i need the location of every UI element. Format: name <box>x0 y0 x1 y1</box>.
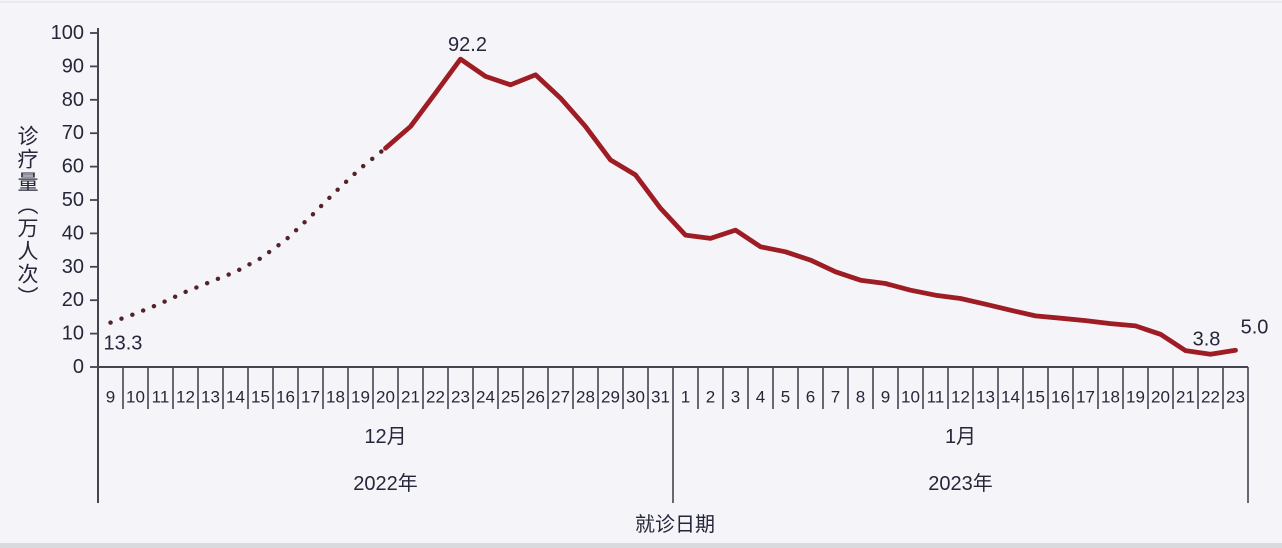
x-date-label: 6 <box>806 388 815 407</box>
x-date-label: 24 <box>476 388 495 407</box>
x-date-label: 5 <box>781 388 790 407</box>
y-tick-label: 50 <box>62 189 84 211</box>
x-date-label: 30 <box>626 388 645 407</box>
x-date-label: 20 <box>376 388 395 407</box>
x-date-label: 15 <box>1026 388 1045 407</box>
x-date-label: 7 <box>831 388 840 407</box>
x-date-label: 22 <box>1201 388 1220 407</box>
y-axis-title: 诊疗量（万人次） <box>15 125 38 309</box>
y-tick-label: 30 <box>62 256 84 278</box>
x-date-label: 4 <box>756 388 765 407</box>
x-date-label: 19 <box>1126 388 1145 407</box>
x-date-label: 14 <box>226 388 245 407</box>
data-label: 3.8 <box>1193 328 1221 350</box>
x-date-label: 21 <box>401 388 420 407</box>
x-date-label: 16 <box>1051 388 1070 407</box>
x-date-label: 3 <box>731 388 740 407</box>
x-date-label: 31 <box>651 388 670 407</box>
y-tick-label: 100 <box>51 22 84 44</box>
series-line-solid <box>383 56 1238 357</box>
y-tick-label: 0 <box>73 356 84 378</box>
x-date-label: 27 <box>551 388 570 407</box>
screenshot-top-edge <box>0 1 1282 3</box>
x-date-label: 22 <box>426 388 445 407</box>
x-date-label: 9 <box>106 388 115 407</box>
x-date-label: 1 <box>681 388 690 407</box>
x-date-label: 11 <box>927 388 945 407</box>
y-tick-label: 80 <box>62 89 84 111</box>
x-date-label: 26 <box>526 388 545 407</box>
month-label: 1月 <box>945 426 976 448</box>
x-date-label: 19 <box>351 388 370 407</box>
y-tick-label: 40 <box>62 222 84 244</box>
x-date-label: 2 <box>706 388 715 407</box>
x-date-label: 10 <box>126 388 145 407</box>
x-date-label: 23 <box>1226 388 1245 407</box>
x-date-label: 17 <box>301 388 320 407</box>
y-tick-label: 60 <box>62 156 84 178</box>
x-date-label: 20 <box>1151 388 1170 407</box>
y-tick-label: 70 <box>62 122 84 144</box>
x-date-label: 12 <box>176 388 195 407</box>
x-date-label: 17 <box>1076 388 1095 407</box>
screenshot-bottom-edge <box>0 543 1282 548</box>
data-label: 13.3 <box>104 333 143 355</box>
x-axis-title: 就诊日期 <box>635 513 715 536</box>
x-date-label: 14 <box>1001 388 1020 407</box>
x-date-label: 18 <box>1101 388 1120 407</box>
x-date-label: 9 <box>881 388 890 407</box>
x-date-label: 10 <box>901 388 920 407</box>
x-date-label: 13 <box>201 388 220 407</box>
x-date-label: 23 <box>451 388 470 407</box>
year-label: 2023年 <box>928 472 993 495</box>
y-tick-label: 90 <box>62 55 84 77</box>
y-tick-label: 10 <box>62 323 84 345</box>
x-date-label: 15 <box>251 388 270 407</box>
data-label: 5.0 <box>1241 316 1269 338</box>
x-date-label: 16 <box>276 388 295 407</box>
x-date-label: 21 <box>1176 388 1195 407</box>
x-date-label: 8 <box>856 388 865 407</box>
x-date-label: 11 <box>152 388 170 407</box>
x-date-label: 18 <box>326 388 345 407</box>
x-date-label: 13 <box>976 388 995 407</box>
year-label: 2022年 <box>353 472 418 495</box>
data-label: 92.2 <box>448 34 487 56</box>
x-date-label: 12 <box>951 388 970 407</box>
x-date-label: 29 <box>601 388 620 407</box>
x-date-label: 28 <box>576 388 595 407</box>
month-label: 12月 <box>364 426 406 448</box>
x-date-label: 25 <box>501 388 520 407</box>
series-line-dotted <box>108 145 388 325</box>
y-tick-label: 20 <box>62 289 84 311</box>
